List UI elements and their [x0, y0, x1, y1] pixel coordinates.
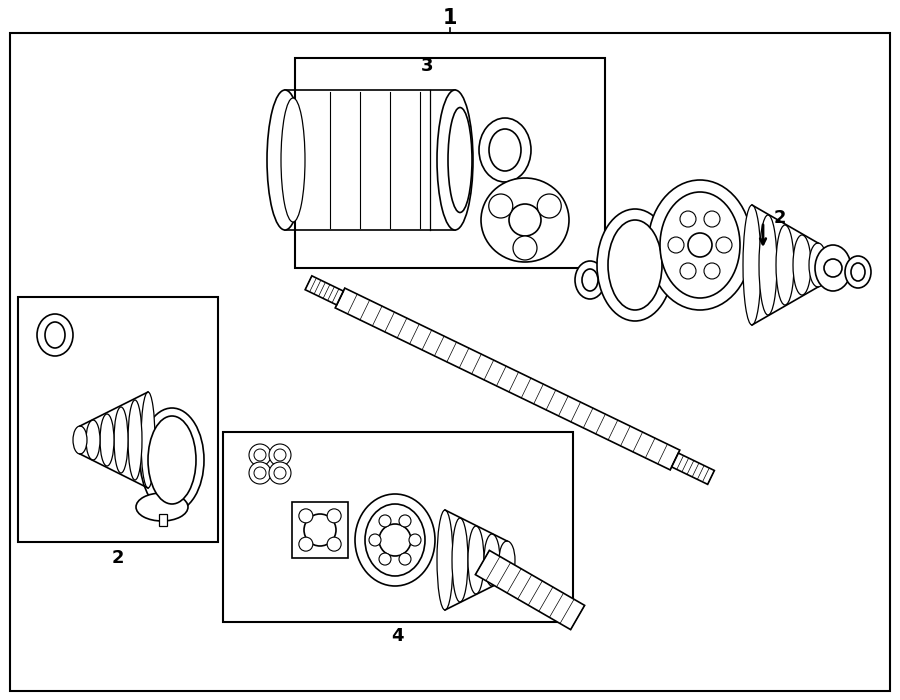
Circle shape [304, 514, 336, 546]
Circle shape [399, 515, 411, 527]
Ellipse shape [597, 209, 673, 321]
Circle shape [269, 462, 291, 484]
Polygon shape [335, 288, 680, 470]
Polygon shape [305, 276, 344, 305]
Text: 2: 2 [112, 549, 124, 567]
Circle shape [327, 537, 341, 551]
Ellipse shape [448, 108, 472, 213]
Text: 4: 4 [391, 627, 403, 645]
Ellipse shape [481, 178, 569, 262]
Circle shape [824, 259, 842, 277]
Circle shape [249, 462, 271, 484]
Circle shape [274, 467, 286, 479]
Bar [18, 297, 218, 542]
Circle shape [269, 444, 291, 466]
Polygon shape [671, 453, 715, 484]
Circle shape [680, 211, 696, 227]
Ellipse shape [468, 526, 484, 594]
Ellipse shape [128, 400, 142, 480]
Text: 1: 1 [443, 8, 457, 28]
Ellipse shape [45, 322, 65, 348]
Ellipse shape [437, 510, 453, 610]
Ellipse shape [479, 118, 531, 182]
Text: 3: 3 [421, 57, 433, 75]
Ellipse shape [114, 407, 128, 473]
Ellipse shape [281, 98, 305, 222]
Circle shape [716, 237, 732, 253]
Circle shape [299, 509, 313, 523]
Ellipse shape [100, 414, 114, 466]
Ellipse shape [484, 534, 500, 586]
Circle shape [668, 237, 684, 253]
Text: 2: 2 [774, 209, 787, 227]
Ellipse shape [355, 494, 435, 586]
Bar [159, 514, 167, 526]
Ellipse shape [845, 256, 871, 288]
Circle shape [688, 233, 712, 257]
Ellipse shape [499, 541, 515, 579]
Ellipse shape [140, 408, 204, 512]
Ellipse shape [267, 90, 303, 230]
Circle shape [379, 515, 391, 527]
Circle shape [254, 449, 266, 461]
Ellipse shape [575, 261, 605, 299]
Ellipse shape [37, 314, 73, 356]
Ellipse shape [759, 215, 777, 315]
Circle shape [379, 553, 391, 565]
Ellipse shape [582, 269, 598, 291]
Ellipse shape [648, 180, 752, 310]
Circle shape [254, 467, 266, 479]
Ellipse shape [660, 192, 740, 298]
Circle shape [680, 263, 696, 279]
Circle shape [369, 534, 381, 546]
Ellipse shape [141, 392, 155, 488]
Circle shape [513, 236, 537, 260]
Bar [295, 58, 605, 268]
Circle shape [379, 524, 411, 556]
Ellipse shape [148, 416, 196, 504]
Ellipse shape [776, 225, 794, 305]
Ellipse shape [851, 263, 865, 281]
Ellipse shape [743, 205, 761, 325]
Ellipse shape [437, 90, 473, 230]
Ellipse shape [136, 493, 188, 521]
Circle shape [704, 211, 720, 227]
Circle shape [509, 204, 541, 236]
Ellipse shape [452, 518, 468, 602]
Ellipse shape [365, 504, 425, 576]
Bar [223, 432, 573, 622]
Ellipse shape [489, 129, 521, 171]
Circle shape [299, 537, 313, 551]
Circle shape [489, 194, 513, 218]
Circle shape [537, 194, 562, 218]
Ellipse shape [608, 220, 662, 310]
Ellipse shape [86, 420, 100, 460]
Polygon shape [475, 550, 585, 629]
Ellipse shape [809, 243, 827, 287]
Circle shape [249, 444, 271, 466]
Circle shape [704, 263, 720, 279]
Ellipse shape [793, 235, 811, 295]
Circle shape [399, 553, 411, 565]
Circle shape [274, 449, 286, 461]
Bar [292, 502, 348, 558]
Circle shape [327, 509, 341, 523]
Ellipse shape [815, 245, 851, 291]
Ellipse shape [73, 426, 87, 454]
Circle shape [409, 534, 421, 546]
